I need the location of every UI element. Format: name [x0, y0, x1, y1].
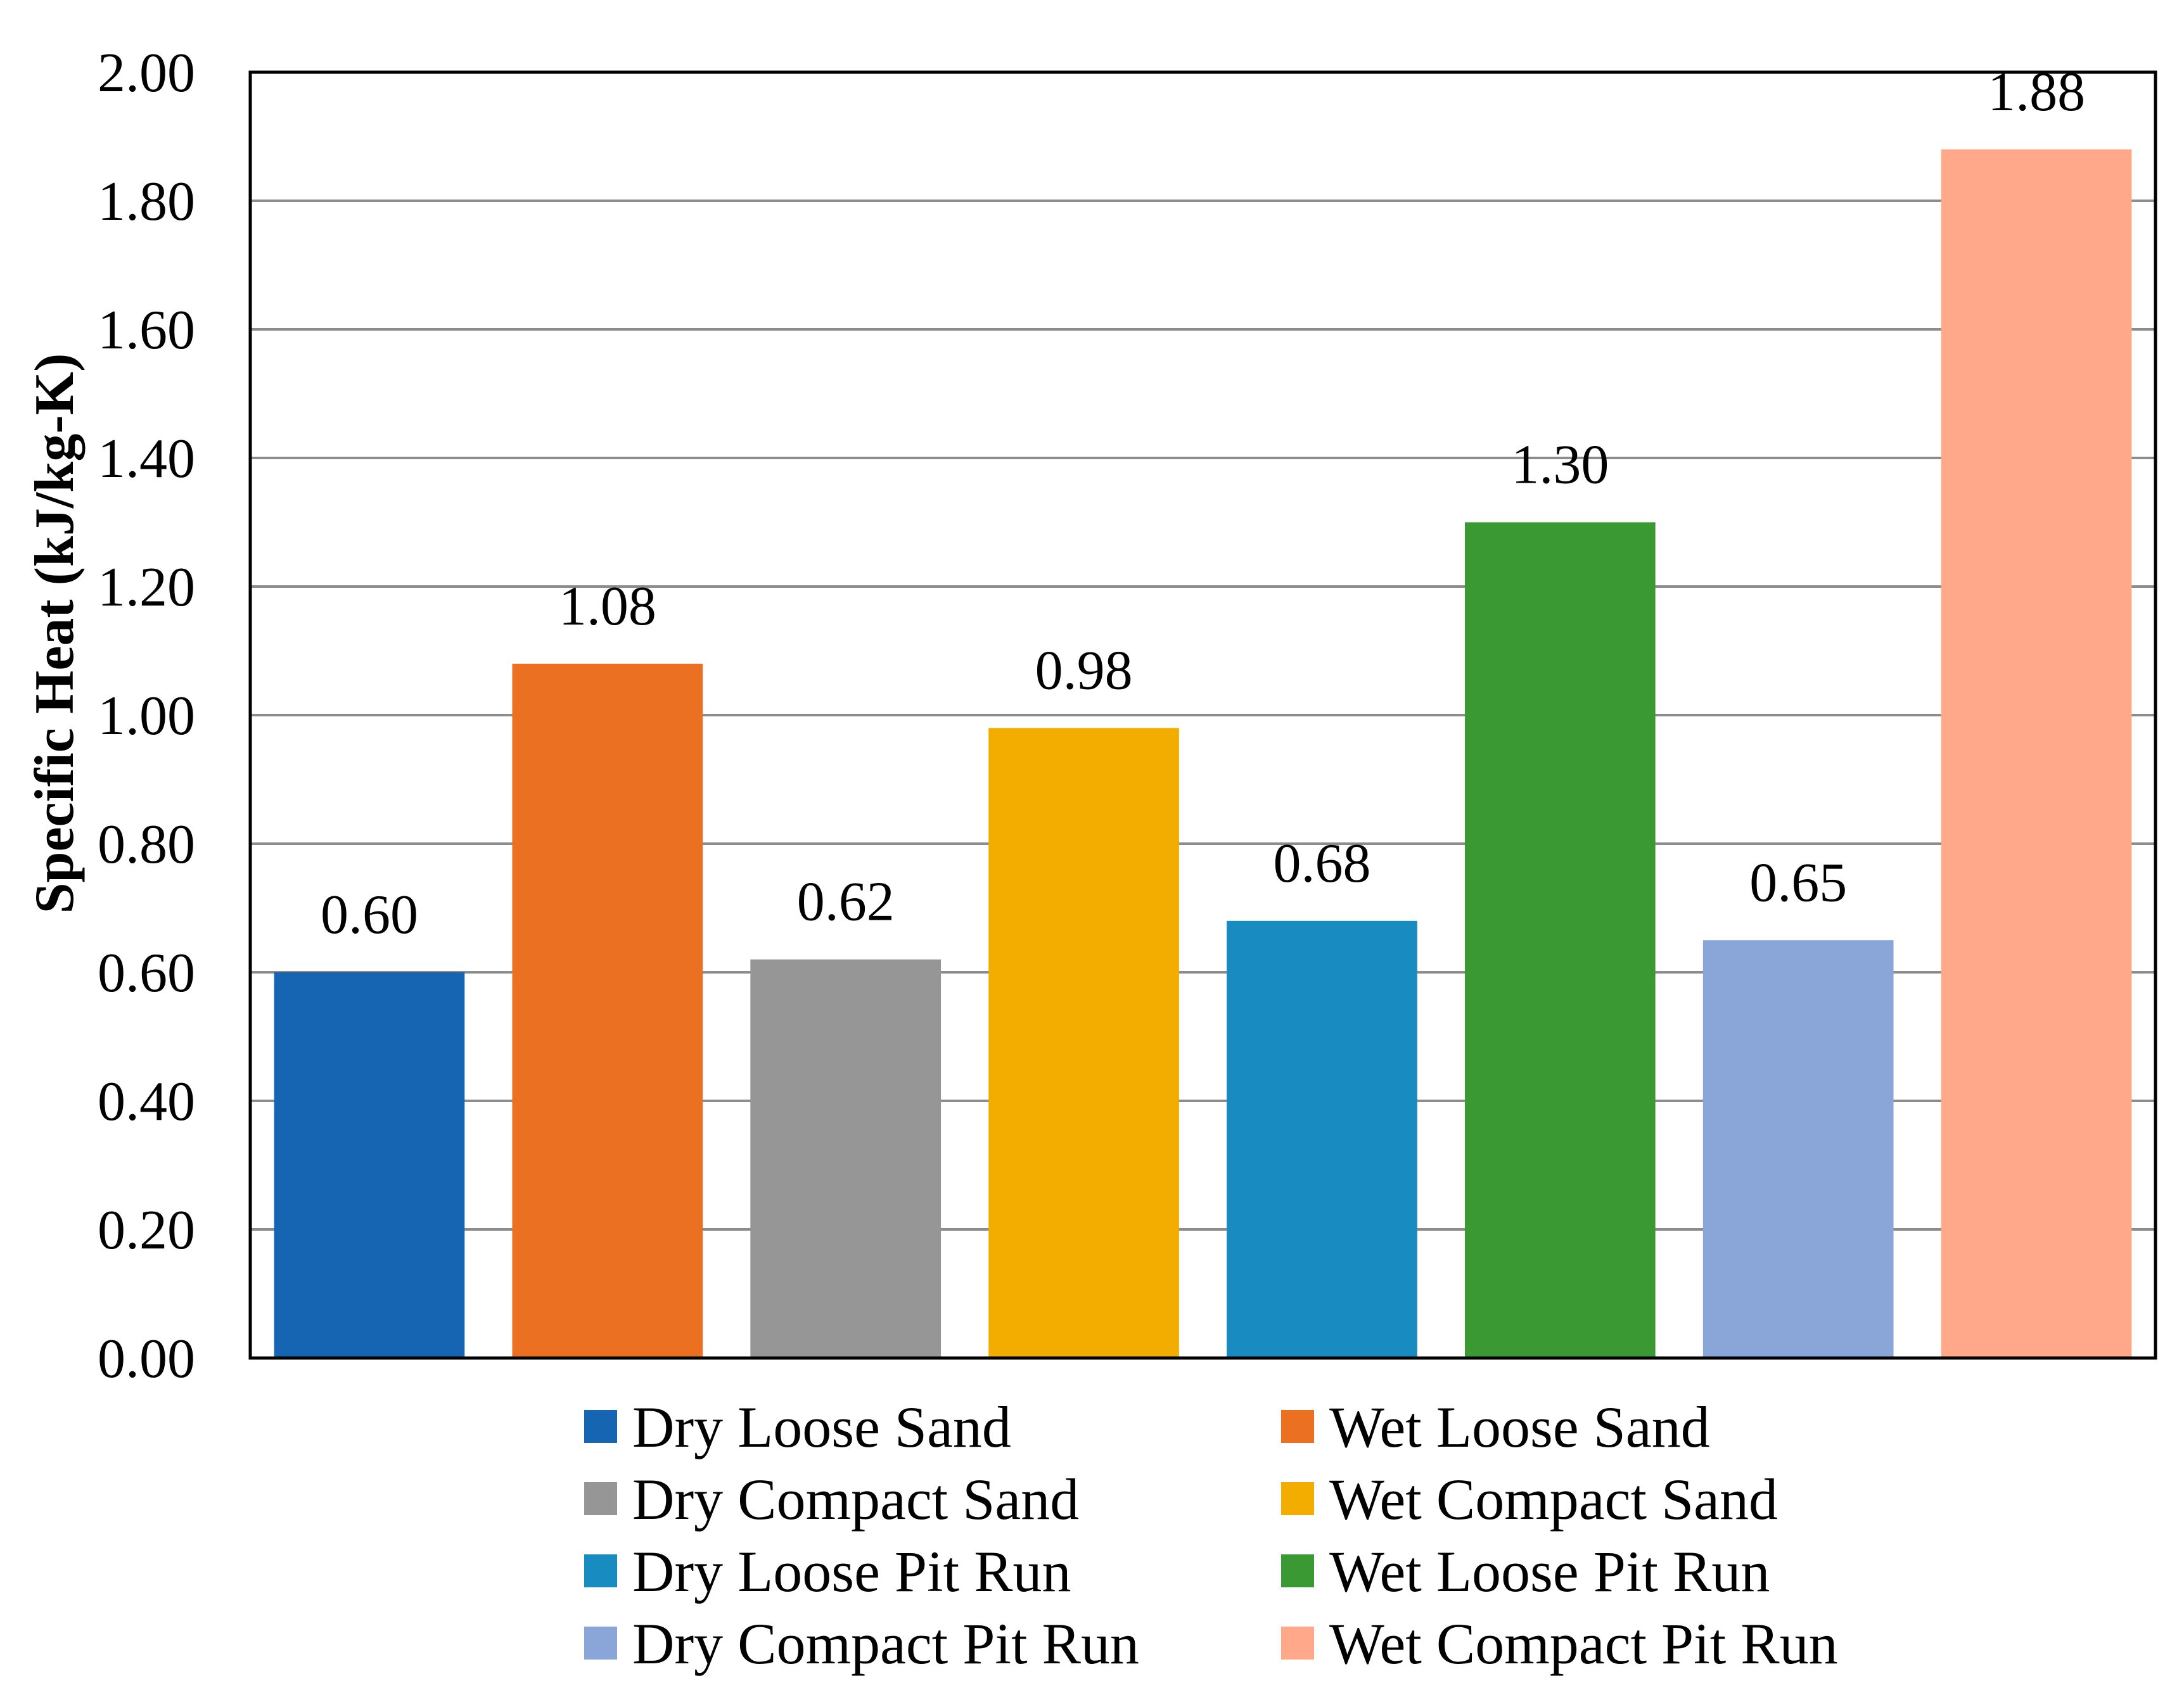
y-tick-label: 0.40: [98, 1071, 195, 1133]
legend-swatch: [1281, 1482, 1314, 1515]
legend-swatch: [1281, 1410, 1314, 1443]
legend-label: Dry Compact Pit Run: [632, 1611, 1139, 1676]
plot-area-frame: [248, 70, 2157, 1360]
data-label: 0.98: [1035, 640, 1133, 701]
y-tick-label: 1.60: [98, 300, 195, 361]
legend-swatch: [584, 1410, 617, 1443]
bar-wet-loose-pit-run: [1464, 522, 1656, 1358]
y-tick-label: 0.00: [98, 1328, 195, 1390]
data-label: 1.08: [559, 576, 656, 637]
bar-dry-loose-pit-run: [1227, 920, 1417, 1358]
legend-label: Wet Loose Sand: [1329, 1395, 1710, 1459]
y-tick-label: 1.00: [98, 685, 195, 747]
bar-series: [274, 149, 2132, 1358]
legend-swatch: [584, 1554, 617, 1587]
data-label: 0.68: [1273, 833, 1370, 894]
data-labels: 0.60 1.08 0.62 0.98 0.68 1.30 0.65 1.88: [321, 61, 2085, 946]
bar-wet-loose-sand: [512, 663, 703, 1358]
legend-label: Wet Compact Pit Run: [1329, 1611, 1838, 1676]
legend-label: Wet Loose Pit Run: [1329, 1539, 1770, 1604]
y-tick-label: 0.80: [98, 814, 195, 875]
legend-label: Dry Loose Pit Run: [632, 1539, 1071, 1604]
data-label: 0.60: [321, 884, 418, 946]
data-label: 1.88: [1988, 61, 2085, 123]
legend-swatch: [584, 1627, 617, 1660]
legend: Dry Loose Sand Wet Loose Sand Dry Compact …: [584, 1395, 1838, 1676]
y-tick-label: 1.20: [98, 557, 195, 618]
data-label: 0.62: [797, 872, 895, 933]
y-tick-label: 1.40: [98, 428, 195, 490]
legend-label: Dry Loose Sand: [632, 1395, 1011, 1459]
bar-dry-compact-sand: [750, 959, 942, 1358]
y-tick-label: 0.60: [98, 943, 195, 1004]
data-label: 1.30: [1511, 435, 1609, 496]
y-axis-title: Specific Heat (kJ/kg-K): [24, 353, 86, 914]
y-tick-label: 1.80: [98, 171, 195, 232]
legend-label: Dry Compact Sand: [632, 1467, 1079, 1532]
bar-wet-compact-sand: [988, 728, 1179, 1358]
data-label: 0.65: [1749, 852, 1847, 913]
bar-dry-compact-pit-run: [1702, 940, 1894, 1358]
legend-label: Wet Compact Sand: [1329, 1467, 1778, 1532]
y-tick-label: 2.00: [98, 42, 195, 104]
y-tick-label: 0.20: [98, 1200, 195, 1261]
legend-swatch: [1281, 1554, 1314, 1587]
legend-swatch: [1281, 1627, 1314, 1660]
y-axis-tick-labels: 0.00 0.20 0.40 0.60 0.80 1.00 1.20 1.40 1.60 1.80…: [98, 42, 195, 1390]
bar-wet-compact-pit-run: [1941, 149, 2132, 1358]
bar-dry-loose-sand: [274, 972, 465, 1358]
legend-swatch: [584, 1482, 617, 1515]
